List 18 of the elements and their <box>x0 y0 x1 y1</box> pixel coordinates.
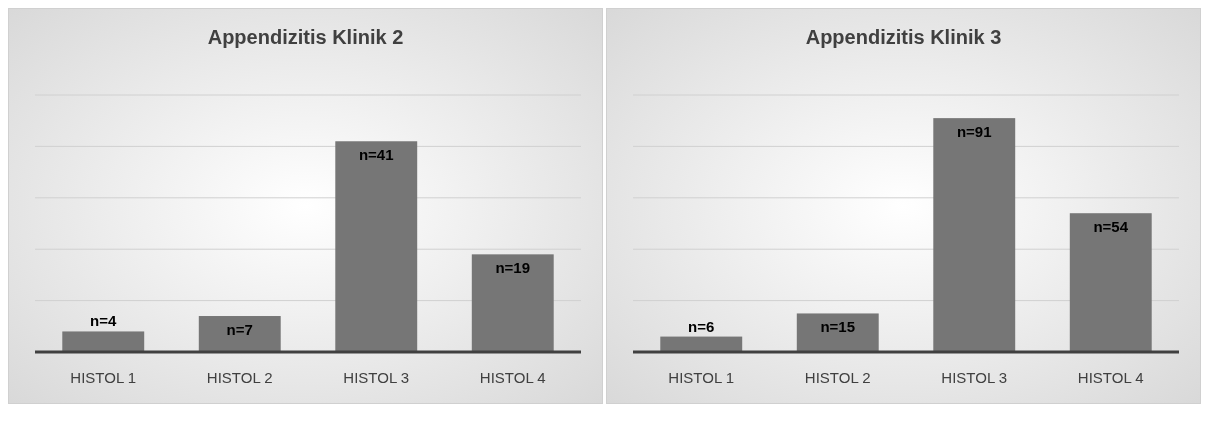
x-tick-label: HISTOL 3 <box>343 369 410 386</box>
x-tick-label: HISTOL 2 <box>804 369 871 386</box>
x-tick-label: HISTOL 4 <box>1077 369 1144 386</box>
chart-title: Appendizitis Klinik 3 <box>805 26 1002 48</box>
x-tick-label: HISTOL 2 <box>206 369 273 386</box>
data-label: n=7 <box>226 321 253 339</box>
x-tick-label: HISTOL 4 <box>479 369 546 386</box>
data-label: n=19 <box>495 259 531 277</box>
x-tick-label: HISTOL 1 <box>70 369 137 386</box>
data-label: n=41 <box>358 146 394 164</box>
data-label: n=91 <box>956 123 992 141</box>
x-tick-label: HISTOL 1 <box>668 369 735 386</box>
x-tick-label: HISTOL 3 <box>941 369 1008 386</box>
data-label: n=15 <box>820 318 856 336</box>
data-label: n=54 <box>1093 218 1129 236</box>
data-label: n=6 <box>688 317 715 335</box>
chart-title: Appendizitis Klinik 2 <box>207 26 404 48</box>
data-label: n=4 <box>90 312 118 330</box>
